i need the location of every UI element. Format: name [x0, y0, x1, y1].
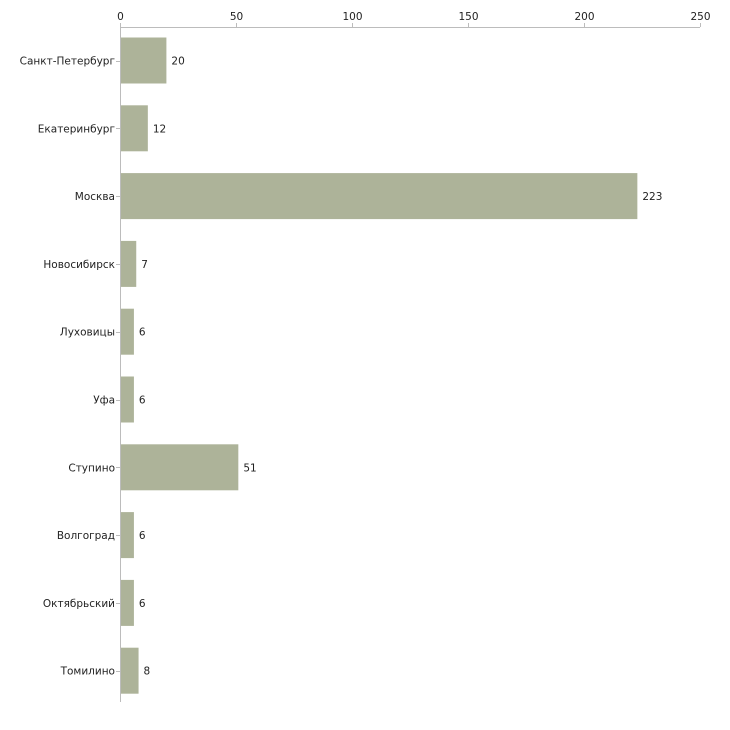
value-label: 6	[139, 530, 146, 542]
bar	[121, 512, 134, 559]
bar	[121, 37, 167, 84]
category-label: Екатеринбург	[38, 123, 115, 135]
value-label: 7	[141, 259, 148, 271]
category-label: Ступино	[68, 462, 115, 474]
value-label: 8	[144, 666, 151, 678]
bar	[121, 105, 148, 152]
value-label: 12	[153, 123, 166, 135]
bar	[121, 444, 239, 491]
category-label: Новосибирск	[43, 259, 115, 271]
value-label: 6	[139, 395, 146, 407]
value-label: 223	[642, 191, 662, 203]
x-tick-label: 250	[690, 11, 710, 23]
value-label: 51	[243, 462, 256, 474]
value-label: 6	[139, 598, 146, 610]
x-tick-label: 50	[230, 11, 243, 23]
x-tick-label: 150	[458, 11, 478, 23]
category-label: Санкт-Петербург	[20, 56, 115, 68]
bar	[121, 376, 134, 423]
y-axis: Санкт-Петербург Екатеринбург Москва Новосиб…	[20, 27, 121, 702]
bars: 20 12 223 7 6 6 51 6 6 8	[121, 37, 662, 694]
category-label: Волгоград	[57, 530, 115, 542]
value-label: 6	[139, 327, 146, 339]
x-tick-label: 0	[117, 11, 124, 23]
category-label: Уфа	[93, 395, 115, 407]
x-axis: 0 50 100 150 200 250	[117, 11, 711, 28]
x-tick-label: 200	[574, 11, 594, 23]
category-label: Томилино	[60, 666, 115, 678]
bar	[121, 173, 638, 220]
x-tick-label: 100	[342, 11, 362, 23]
bar	[121, 579, 134, 626]
category-label: Октябрьский	[43, 598, 115, 610]
category-label: Москва	[75, 191, 115, 203]
bar	[121, 240, 137, 287]
bar	[121, 308, 134, 355]
value-label: 20	[171, 56, 184, 68]
category-label: Луховицы	[60, 327, 115, 339]
bar	[121, 647, 139, 694]
